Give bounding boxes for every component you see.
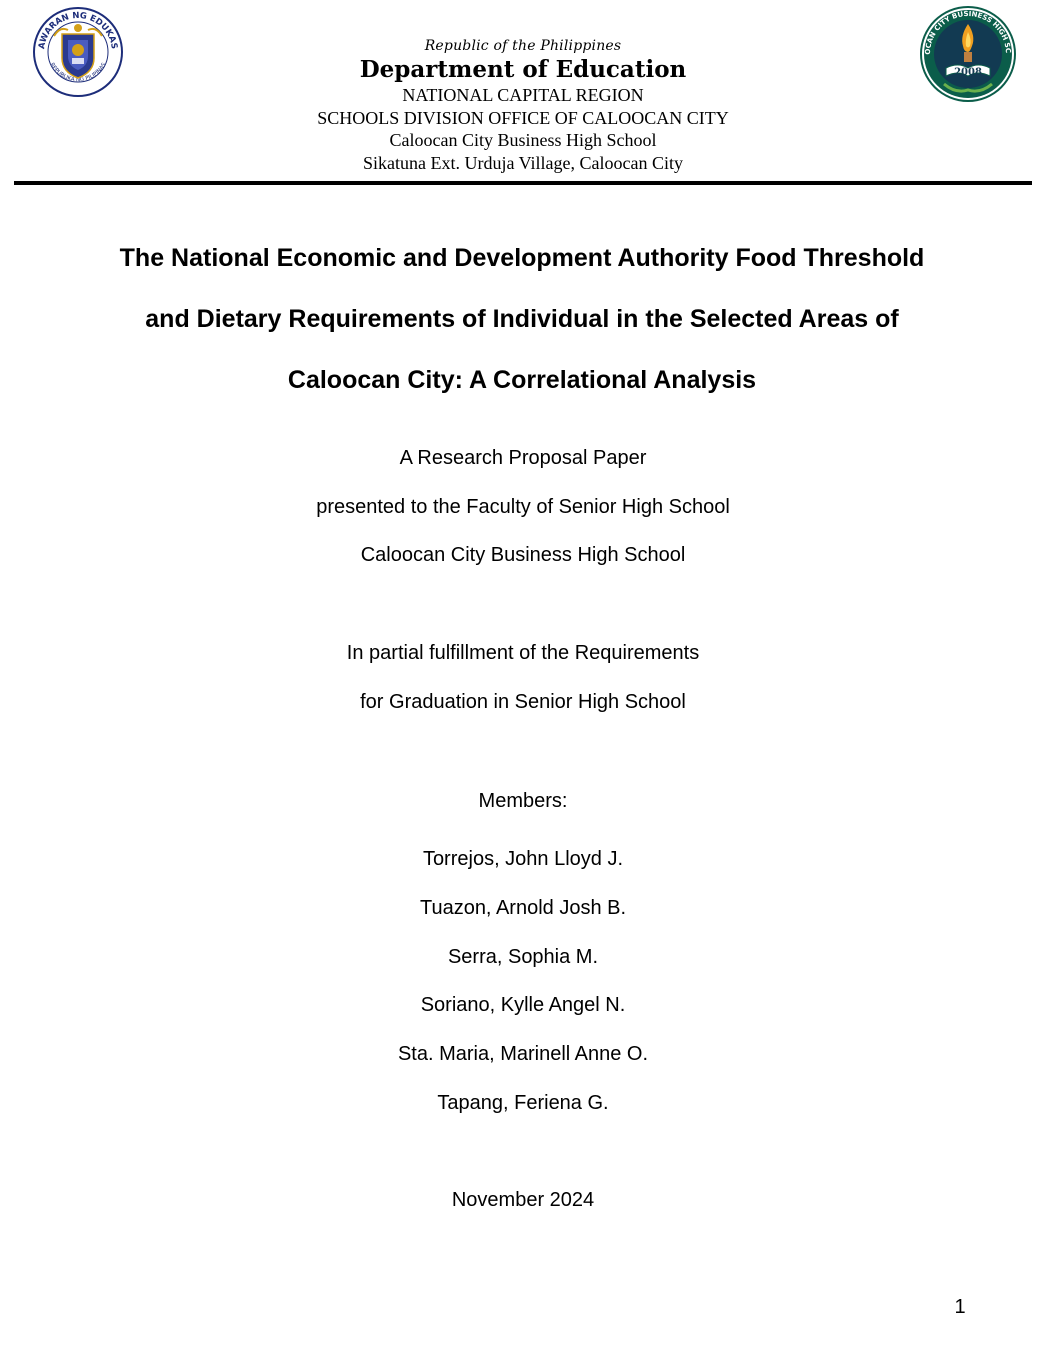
member-name: Tuazon, Arnold Josh B. (419, 896, 627, 919)
title-line: and Dietary Requirements of Individual i… (145, 305, 899, 333)
department-name: Department of Education (359, 56, 687, 83)
header-divider (14, 181, 1032, 185)
region-line: NATIONAL CAPITAL REGION (402, 85, 644, 105)
proposal-line: Caloocan City Business High School (360, 544, 686, 566)
school-seal-year: 2008 (954, 67, 982, 78)
proposal-line: A Research Proposal Paper (399, 447, 647, 469)
member-name: Sta. Maria, Marinell Anne O. (397, 1043, 649, 1066)
letterhead-text: Republic of the Philippines Department o… (0, 36, 1046, 174)
title-line: The National Economic and Development Au… (119, 244, 925, 272)
members-list: Torrejos, John Lloyd J. Tuazon, Arnold J… (0, 835, 1046, 1128)
proposal-line: presented to the Faculty of Senior High … (316, 495, 730, 518)
member-name: Tapang, Feriena G. (437, 1091, 609, 1114)
submission-date: November 2024 (451, 1189, 595, 1211)
division-line: SCHOOLS DIVISION OFFICE OF CALOOCAN CITY (317, 107, 729, 128)
school-address-line: Sikatuna Ext. Urduja Village, Caloocan C… (362, 152, 684, 173)
page-number: 1 (954, 1296, 966, 1318)
members-label: Members: (478, 790, 568, 812)
proposal-block: A Research Proposal Paper presented to t… (0, 434, 1046, 580)
paper-title: The National Economic and Development Au… (60, 228, 984, 411)
fulfillment-block: In partial fulfillment of the Requiremen… (0, 629, 1046, 726)
member-name: Serra, Sophia M. (447, 945, 599, 968)
fulfillment-line: In partial fulfillment of the Requiremen… (346, 642, 700, 664)
school-seal-icon: CALOOCAN CITY BUSINESS HIGH SCHOOL 2008 (915, 0, 1018, 104)
fulfillment-line: for Graduation in Senior High School (360, 690, 686, 713)
republic-line: Republic of the Philippines (424, 38, 622, 54)
deped-seal-icon: KAGAWARAN NG EDUKASYON REPUBLIKA NG PILI… (28, 0, 124, 98)
title-line: Caloocan City: A Correlational Analysis (287, 366, 757, 394)
school-name-line: Caloocan City Business High School (389, 130, 657, 150)
member-name: Soriano, Kylle Angel N. (420, 994, 626, 1017)
letterhead: KAGAWARAN NG EDUKASYON REPUBLIKA NG PILI… (0, 0, 1046, 190)
member-name: Torrejos, John Lloyd J. (422, 848, 624, 870)
